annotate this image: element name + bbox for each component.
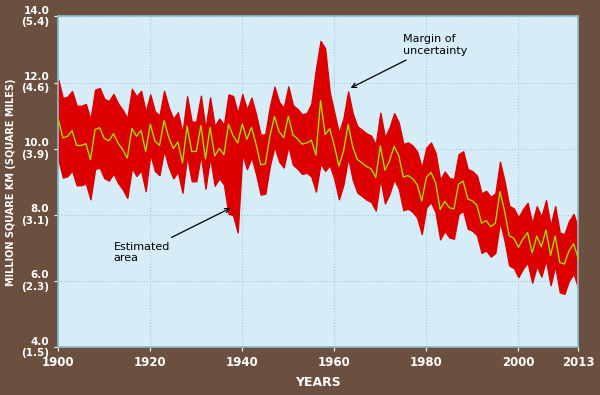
- Text: Estimated
area: Estimated area: [113, 209, 229, 263]
- Y-axis label: MILLION SQUARE KM (SQUARE MILES): MILLION SQUARE KM (SQUARE MILES): [5, 78, 16, 286]
- Text: Margin of
uncertainty: Margin of uncertainty: [352, 34, 468, 87]
- X-axis label: YEARS: YEARS: [295, 376, 341, 389]
